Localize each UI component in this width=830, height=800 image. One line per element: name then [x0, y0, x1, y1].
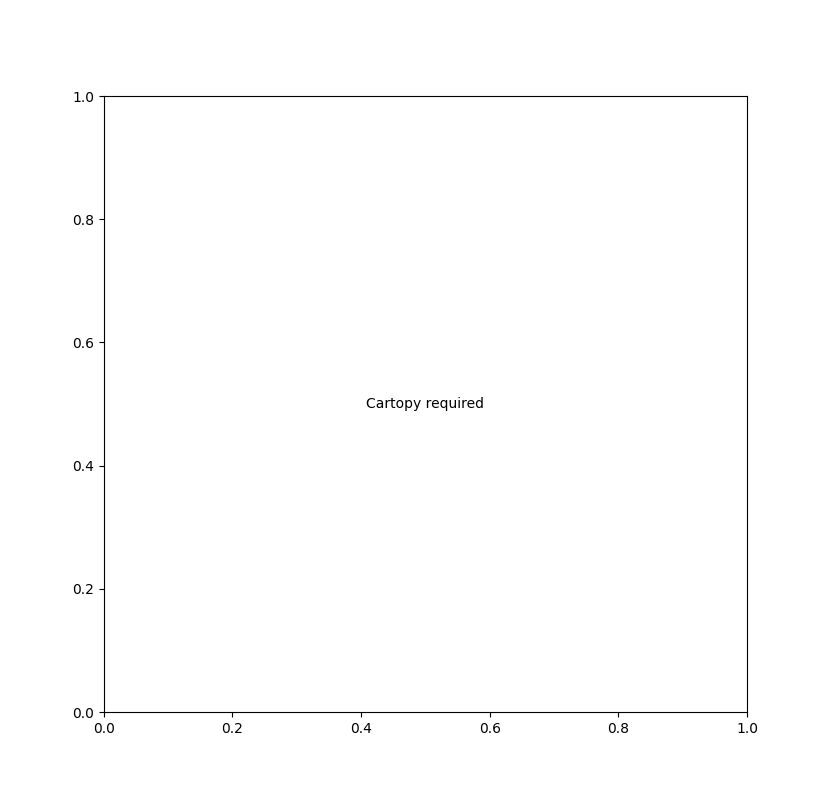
- Text: Cartopy required: Cartopy required: [366, 397, 485, 411]
